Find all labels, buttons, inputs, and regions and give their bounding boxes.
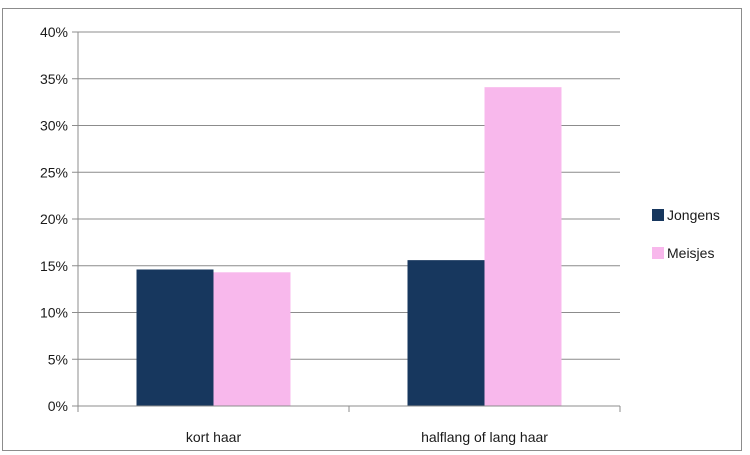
- bar-meisjes-1: [484, 87, 562, 406]
- y-tick-label: 35%: [40, 71, 68, 87]
- y-tick-label: 30%: [40, 118, 68, 134]
- legend-label-jongens: Jongens: [667, 207, 720, 223]
- legend-swatch-jongens: [652, 209, 664, 221]
- y-tick-label: 10%: [40, 305, 68, 321]
- legend: Jongens Meisjes: [652, 207, 720, 261]
- x-tick-label: kort haar: [186, 429, 242, 445]
- y-tick-label: 0%: [48, 398, 68, 414]
- bar-jongens-0: [136, 269, 214, 406]
- x-axis: kort haar halflang of lang haar: [77, 405, 621, 445]
- y-tick-label: 15%: [40, 258, 68, 274]
- legend-label-meisjes: Meisjes: [667, 245, 714, 261]
- y-tick-label: 25%: [40, 164, 68, 180]
- bar-jongens-1: [407, 260, 485, 406]
- chart-frame: [2, 8, 742, 451]
- y-tick-label: 40%: [40, 24, 68, 40]
- x-tick-label: halflang of lang haar: [421, 429, 548, 445]
- bar-meisjes-0: [213, 272, 291, 406]
- legend-swatch-meisjes: [652, 247, 664, 259]
- y-axis: 0% 5% 10% 15% 20% 25% 30% 35% 40%: [40, 24, 79, 414]
- y-tick-label: 5%: [48, 351, 68, 367]
- y-tick-label: 20%: [40, 211, 68, 227]
- bars: [136, 87, 562, 406]
